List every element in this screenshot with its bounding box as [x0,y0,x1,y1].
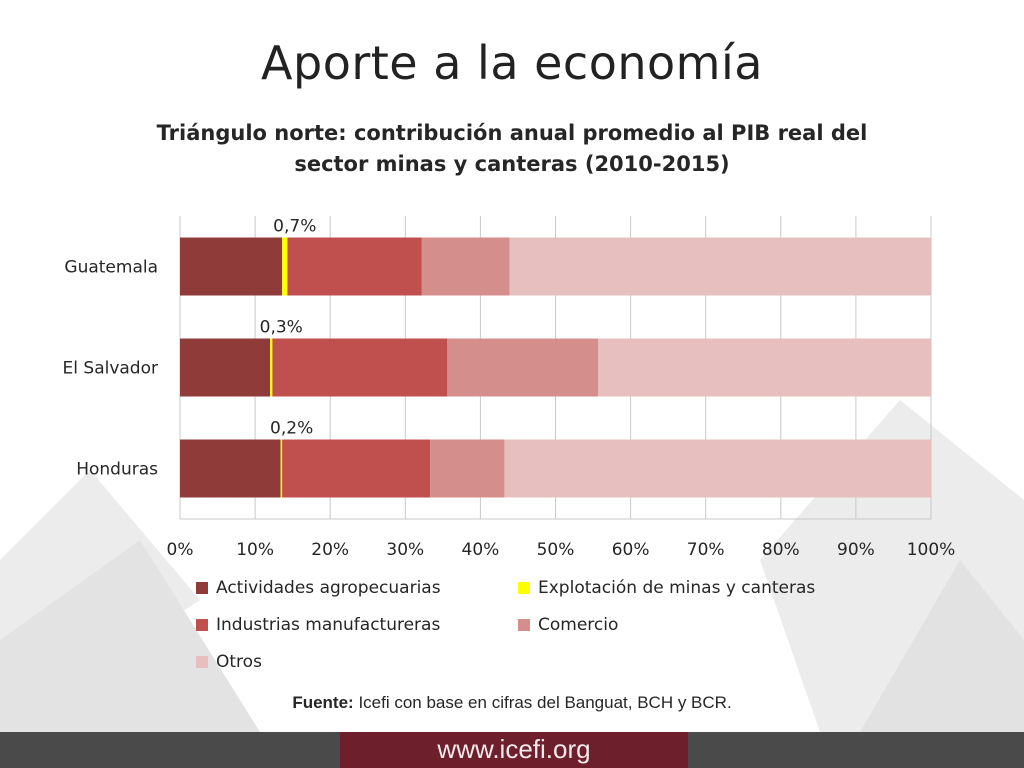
legend-item: Actividades agropecuarias [196,576,441,600]
source-note: Fuente: Icefi con base en cifras del Ban… [0,693,1024,713]
x-tick-label: 50% [537,540,575,560]
footer-accent-block [340,732,688,768]
chart-title: Triángulo norte: contribución anual prom… [112,118,912,180]
footer-url[interactable]: www.icefi.org [437,734,591,764]
x-tick-label: 20% [311,540,349,560]
bar-segment [280,439,283,498]
legend-swatch [196,582,208,594]
category-label: Guatemala [64,258,158,278]
category-label: El Salvador [63,359,158,379]
legend-swatch [518,582,530,594]
chart-title-line-2: sector minas y canteras (2010-2015) [294,152,730,176]
legend-label: Comercio [538,615,619,635]
slide-title: Aporte a la economía [261,36,763,90]
bar-segment [598,338,931,397]
bar-segment [509,237,931,296]
bg-decoration-right-2 [860,560,1024,732]
x-tick-label: 30% [386,540,424,560]
x-tick-label: 80% [762,540,800,560]
legend-label: Actividades agropecuarias [216,578,441,598]
bar-segment [282,439,431,498]
bg-decoration-left-2 [0,540,260,732]
x-tick-label: 100% [907,540,956,560]
legend-label: Industrias manufactureras [216,615,441,635]
legend-swatch [196,619,208,631]
data-label: 0,2% [270,419,313,439]
x-tick-label: 10% [236,540,274,560]
chart-legend: Actividades agropecuarias Explotación de … [196,576,896,684]
legend-label: Otros [216,652,262,672]
legend-item: Explotación de minas y canteras [518,576,815,600]
legend-item: Industrias manufactureras [196,613,440,637]
bar-segment [282,237,288,296]
bar-segment [504,439,931,498]
category-label: Honduras [76,460,158,480]
legend-swatch [518,619,530,631]
data-label: 0,7% [273,217,316,237]
bar-segment [180,439,281,498]
data-label: 0,3% [260,318,303,338]
x-tick-label: 70% [687,540,725,560]
legend-label: Explotación de minas y canteras [538,578,816,598]
x-tick-label: 40% [462,540,500,560]
source-text: Icefi con base en cifras del Banguat, BC… [358,693,732,712]
source-label: Fuente: [292,693,354,712]
bar-segment [272,338,448,397]
bar-segment [287,237,422,296]
x-tick-label: 60% [612,540,650,560]
bar-segment [447,338,599,397]
bar-segment [270,338,273,397]
bar-segment [430,439,505,498]
bar-segment [421,237,510,296]
legend-item: Otros [196,650,262,674]
bar-segment [180,338,271,397]
x-tick-label: 90% [837,540,875,560]
bar-segment [180,237,283,296]
chart-title-line-1: Triángulo norte: contribución anual prom… [156,121,868,145]
legend-item: Comercio [518,613,618,637]
legend-swatch [196,656,208,668]
x-tick-label: 0% [167,540,194,560]
